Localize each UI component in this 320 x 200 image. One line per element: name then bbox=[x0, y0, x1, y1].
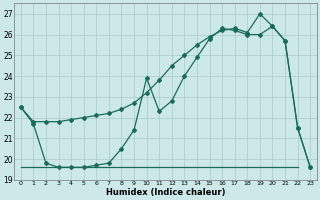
X-axis label: Humidex (Indice chaleur): Humidex (Indice chaleur) bbox=[106, 188, 225, 197]
